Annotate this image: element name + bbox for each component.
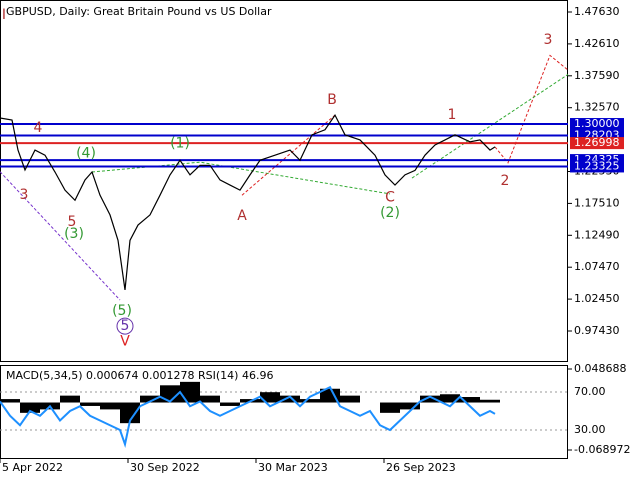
wave-label: 1 xyxy=(448,107,457,123)
y-tick-label: 1.07470 xyxy=(574,260,620,273)
wave-label: (2) xyxy=(380,205,400,221)
guide-line xyxy=(494,54,569,164)
y2-tick-label: 70.00 xyxy=(574,385,606,398)
macd-bar xyxy=(60,395,80,403)
wave-label: 2 xyxy=(501,173,510,189)
wave-label: (3) xyxy=(64,226,84,242)
y-tick-label: 1.37590 xyxy=(574,69,620,82)
macd-bar xyxy=(300,399,320,403)
guide-line xyxy=(91,161,391,195)
macd-bar xyxy=(200,395,220,403)
macd-bar xyxy=(280,395,300,403)
sub-panel xyxy=(0,365,568,459)
macd-bar xyxy=(20,402,40,413)
level-box xyxy=(570,160,624,173)
wave-label: 5 xyxy=(121,318,130,334)
y-tick-label: 1.12490 xyxy=(574,228,620,241)
wave-label: 4 xyxy=(34,120,43,136)
macd-bar xyxy=(400,402,420,410)
price-line xyxy=(0,113,496,290)
macd-bar xyxy=(180,381,200,403)
main-panel xyxy=(0,0,568,362)
wave-label: V xyxy=(120,333,130,349)
macd-bar xyxy=(120,402,140,424)
macd-bar xyxy=(480,399,500,403)
level-box xyxy=(570,118,624,131)
y-tick-label: 1.02450 xyxy=(574,292,620,305)
macd-bar xyxy=(380,402,400,413)
level-label: 1.26998 xyxy=(574,136,620,149)
wave-label: (1) xyxy=(170,136,190,152)
guide-line xyxy=(241,114,336,196)
x-tick-label: 26 Sep 2023 xyxy=(386,461,456,474)
macd-bar xyxy=(320,388,340,403)
wave-label: B xyxy=(327,92,337,108)
chart-title: GBPUSD, Daily: Great Britain Pound vs US… xyxy=(6,5,272,18)
y-tick-label: 0.048688 xyxy=(574,362,627,375)
macd-bar xyxy=(440,394,460,403)
macd-bar xyxy=(80,402,100,406)
x-tick-label: 30 Mar 2023 xyxy=(258,461,328,474)
wave-label: 5 xyxy=(68,214,77,230)
annotation-circle xyxy=(116,317,134,335)
y-tick-label: 1.47630 xyxy=(574,5,620,18)
y2-tick-label: 30.00 xyxy=(574,423,606,436)
level-label: 1.23325 xyxy=(574,159,620,172)
wave-label: 3 xyxy=(544,32,553,48)
level-box xyxy=(570,137,624,150)
y-tick-label: -0.068972 xyxy=(574,443,630,456)
x-tick-label: 5 Apr 2022 xyxy=(2,461,63,474)
y-tick-label: 1.42610 xyxy=(574,37,620,50)
rsi-line xyxy=(0,385,496,448)
y-tick-label: 1.17510 xyxy=(574,196,620,209)
wave-label: (5) xyxy=(112,303,132,319)
wave-label: (4) xyxy=(76,145,96,161)
macd-bar xyxy=(100,402,120,410)
wave-label: 3 xyxy=(20,187,29,203)
guide-line xyxy=(0,171,121,301)
macd-bar xyxy=(260,392,280,403)
wave-label: A xyxy=(237,208,247,224)
macd-bar xyxy=(420,395,440,403)
x-tick-label: 30 Sep 2022 xyxy=(130,461,200,474)
macd-bar xyxy=(460,397,480,403)
macd-bar xyxy=(220,402,240,406)
macd-bar xyxy=(0,399,20,403)
wave-label: I xyxy=(2,7,6,23)
macd-bar xyxy=(340,395,360,403)
wave-label: C xyxy=(385,190,395,206)
indicator-title: MACD(5,34,5) 0.000674 0.001278 RSI(14) 4… xyxy=(6,369,273,382)
level-label: 1.30000 xyxy=(574,117,620,130)
y-tick-label: 0.97430 xyxy=(574,324,620,337)
macd-bar xyxy=(140,395,160,403)
y-tick-label: 1.32570 xyxy=(574,101,620,114)
